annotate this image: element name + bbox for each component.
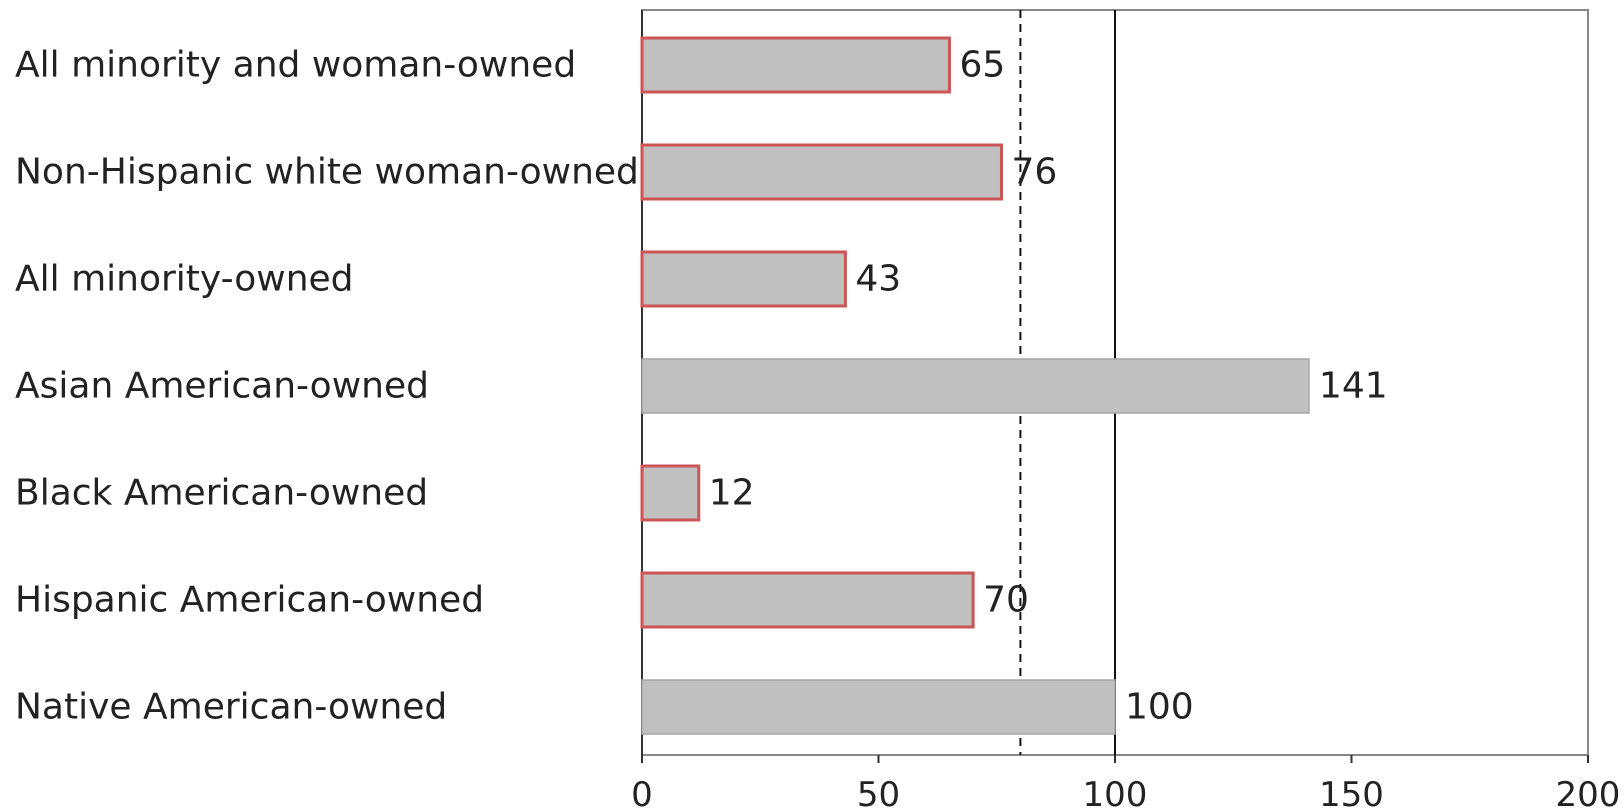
x-tick-label: 100 [1083, 775, 1148, 811]
bar-black-american-owned [640, 464, 701, 522]
category-label: All minority-owned [15, 259, 354, 300]
bar-all-minority-and-woman-owned [640, 36, 951, 94]
x-tick-label: 50 [857, 775, 900, 811]
data-label: 70 [983, 580, 1029, 621]
category-label: Hispanic American-owned [15, 580, 484, 621]
data-label: 65 [959, 45, 1005, 86]
data-label: 43 [855, 259, 901, 300]
category-label: Asian American-owned [15, 366, 429, 407]
data-label: 141 [1319, 366, 1388, 407]
data-label: 76 [1011, 152, 1057, 193]
category-label: Black American-owned [15, 473, 428, 514]
data-label: 100 [1125, 687, 1194, 728]
category-label: All minority and woman-owned [15, 45, 576, 86]
data-label: 12 [709, 473, 755, 514]
category-label: Non-Hispanic white woman-owned [15, 152, 639, 193]
bar-native-american-owned [641, 679, 1116, 735]
x-tick-label: 0 [631, 775, 653, 811]
bar-all-minority-owned [640, 250, 847, 308]
bar-hispanic-american-owned [640, 571, 975, 629]
category-label: Native American-owned [15, 687, 447, 728]
bar-asian-american-owned [641, 358, 1310, 414]
x-tick-label: 200 [1556, 775, 1621, 811]
x-tick-label: 150 [1319, 775, 1384, 811]
bar-non-hispanic-white-woman-owned [640, 143, 1003, 201]
